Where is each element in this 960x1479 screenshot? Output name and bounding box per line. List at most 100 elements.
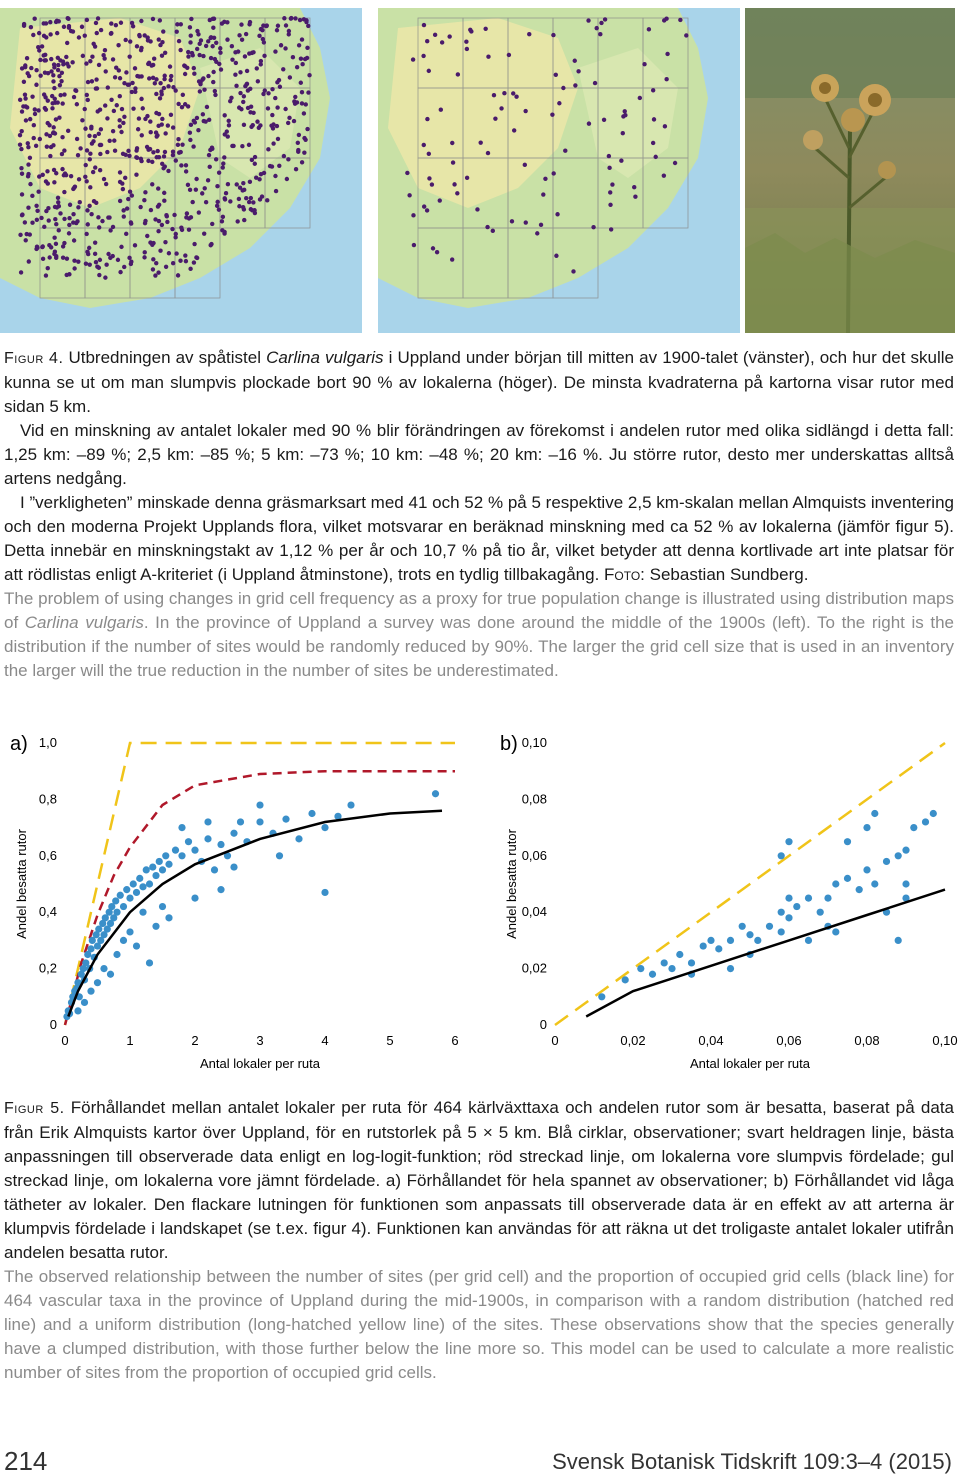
map-site-dot: [23, 104, 28, 109]
map-site-dot: [188, 266, 193, 272]
map-site-dot: [300, 62, 305, 67]
observation-point: [79, 965, 87, 973]
map-site-dot: [142, 255, 147, 260]
map-site-dot: [121, 214, 126, 219]
map-site-dot: [421, 53, 426, 59]
map-site-dot: [275, 23, 281, 28]
map-site-dot: [173, 158, 178, 163]
map-site-dot: [225, 20, 230, 25]
page-number: 214: [4, 1446, 48, 1476]
map-site-dot: [117, 93, 122, 99]
map-site-dot: [299, 160, 305, 165]
map-site-dot: [56, 200, 61, 205]
map-site-dot: [175, 142, 181, 148]
map-site-dot: [85, 208, 90, 213]
map-site-dot: [297, 17, 303, 23]
map-site-dot: [98, 151, 103, 157]
map-site-dot: [421, 142, 426, 148]
map-site-dot: [434, 249, 440, 255]
map-site-dot: [49, 245, 54, 250]
map-site-dot: [137, 74, 142, 79]
map-site-dot: [238, 90, 243, 96]
map-site-dot: [273, 188, 279, 194]
map-site-dot: [160, 161, 165, 167]
map-site-dot: [133, 86, 138, 91]
map-site-dot: [54, 30, 60, 36]
map-site-dot: [19, 171, 25, 176]
map-site-dot: [405, 170, 410, 176]
distribution-map-full: [0, 8, 362, 333]
map-site-dot: [42, 224, 47, 230]
map-site-dot: [619, 158, 624, 163]
map-site-dot: [22, 92, 28, 97]
map-site-dot: [66, 23, 72, 29]
map-site-dot: [282, 16, 287, 21]
map-site-dot: [183, 258, 189, 264]
map-site-dot: [47, 133, 53, 139]
map-site-dot: [120, 181, 125, 186]
figure4-label: Figur 4.: [4, 350, 64, 367]
map-site-dot: [187, 25, 193, 30]
map-site-dot: [110, 57, 116, 62]
map-site-dot: [306, 90, 311, 95]
map-site-dot: [49, 56, 54, 62]
uniform-distribution-line: [554, 741, 946, 1027]
map-site-dot: [44, 208, 49, 214]
map-site-dot: [23, 118, 29, 123]
map-site-dot: [468, 27, 473, 33]
map-site-dot: [490, 228, 496, 234]
map-site-dot: [71, 220, 76, 225]
map-site-dot: [60, 134, 65, 140]
map-site-dot: [277, 163, 282, 168]
map-site-dot: [56, 204, 62, 209]
observation-point: [106, 970, 115, 978]
x-axis-label: Antal lokaler per ruta: [200, 1056, 321, 1071]
map-site-dot: [173, 88, 178, 93]
carlina-vulgaris-photo: [745, 8, 955, 333]
map-site-dot: [126, 148, 131, 154]
map-site-dot: [197, 89, 203, 94]
map-site-dot: [51, 73, 56, 78]
map-site-dot: [281, 67, 286, 72]
map-site-dot: [83, 162, 88, 168]
observation-point: [902, 894, 910, 902]
observation-point: [676, 950, 684, 959]
map-site-dot: [230, 57, 235, 62]
map-site-dot: [62, 92, 67, 97]
map-site-dot: [650, 88, 656, 93]
map-site-dot: [302, 56, 308, 62]
map-grid-cell: [642, 157, 689, 229]
map-site-dot: [122, 80, 127, 86]
map-site-dot: [88, 59, 93, 64]
map-site-dot: [234, 182, 239, 187]
map-site-dot: [194, 46, 200, 52]
map-site-dot: [109, 30, 114, 36]
observation-point: [108, 902, 116, 911]
map-site-dot: [228, 98, 233, 104]
map-site-dot: [60, 166, 65, 172]
map-site-dot: [286, 32, 291, 37]
map-site-dot: [140, 106, 145, 111]
map-site-dot: [632, 185, 637, 190]
map-site-dot: [196, 32, 201, 37]
observation-point: [871, 809, 879, 818]
map-site-dot: [243, 31, 249, 37]
map-site-dot: [178, 22, 184, 27]
map-site-dot: [158, 248, 163, 253]
map-site-dot: [195, 28, 200, 34]
map-site-dot: [66, 16, 71, 21]
map-site-dot: [34, 217, 40, 222]
map-site-dot: [191, 144, 196, 149]
map-site-dot: [130, 24, 136, 29]
observation-point: [123, 886, 131, 894]
observation-point: [816, 908, 824, 916]
map-site-dot: [257, 197, 263, 202]
map-site-dot: [225, 37, 230, 42]
map-site-dot: [79, 24, 85, 29]
map-site-dot: [298, 56, 304, 61]
map-site-dot: [152, 81, 158, 86]
map-site-dot: [229, 95, 234, 100]
map-site-dot: [38, 73, 43, 78]
map-site-dot: [25, 141, 30, 146]
map-site-dot: [607, 165, 612, 171]
